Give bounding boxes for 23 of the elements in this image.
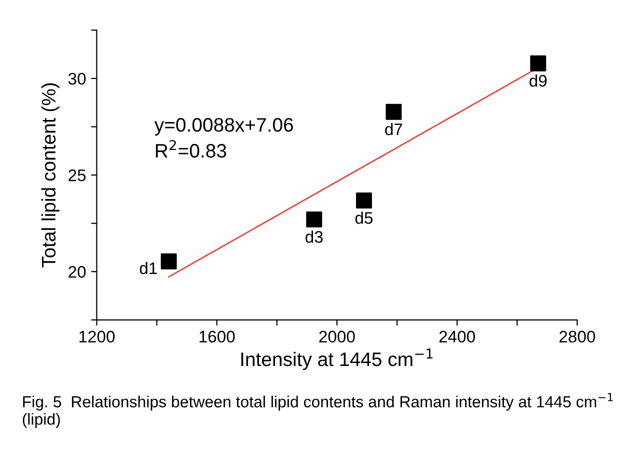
y-tick-label: 30 [68, 72, 86, 85]
annotation: d1 [140, 262, 157, 274]
point [306, 211, 322, 228]
annotation: d3 [306, 230, 323, 243]
y-axis-title: Total lipid content (%) [41, 83, 60, 268]
x-tick-label: 1600 [200, 330, 235, 343]
annotation: d5 [355, 212, 373, 224]
annotation: y=0.0088x+7.06 [154, 118, 293, 136]
point [386, 104, 402, 120]
annotation: d7 [385, 122, 402, 136]
x-axis-title: Intensity at 1445 cm$^{−1}$ [241, 348, 433, 370]
annotation: d9 [530, 74, 547, 87]
text: Fig. 5 Relationships between total lipid contents and Raman intensity at 1445 cm$^{−1}$ (lipid) [22, 393, 613, 428]
point [356, 192, 372, 209]
point [530, 55, 546, 72]
x-tick-label: 1200 [79, 330, 115, 343]
x-tick-label: 2800 [560, 330, 596, 343]
x-tick-label: 2000 [319, 330, 355, 343]
y-tick-label: 20 [68, 266, 86, 278]
y-tick-label: 25 [68, 169, 86, 182]
x-tick-label: 2400 [439, 330, 475, 343]
point [160, 253, 177, 270]
annotation: R$^{2}$=0.83 [156, 140, 226, 158]
